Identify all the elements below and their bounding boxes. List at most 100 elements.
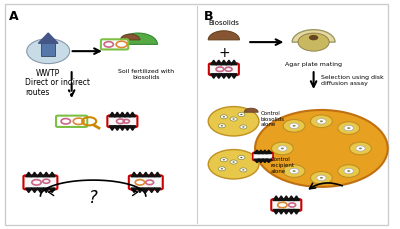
Polygon shape bbox=[283, 196, 290, 200]
Polygon shape bbox=[26, 172, 32, 177]
Polygon shape bbox=[226, 74, 232, 78]
Wedge shape bbox=[208, 31, 240, 40]
Circle shape bbox=[232, 161, 235, 163]
FancyBboxPatch shape bbox=[253, 152, 273, 161]
Polygon shape bbox=[143, 188, 149, 193]
Polygon shape bbox=[154, 188, 161, 193]
FancyBboxPatch shape bbox=[56, 116, 87, 127]
Wedge shape bbox=[292, 30, 335, 42]
Polygon shape bbox=[293, 210, 300, 214]
Circle shape bbox=[272, 142, 293, 155]
Polygon shape bbox=[221, 60, 227, 65]
Polygon shape bbox=[231, 60, 237, 65]
Text: Selection using disk
diffusion assay: Selection using disk diffusion assay bbox=[322, 75, 384, 86]
Text: A: A bbox=[9, 11, 19, 23]
Circle shape bbox=[278, 146, 287, 151]
Circle shape bbox=[208, 106, 259, 136]
Text: +: + bbox=[218, 46, 230, 60]
Bar bbox=[41, 43, 55, 56]
Polygon shape bbox=[283, 210, 290, 214]
Polygon shape bbox=[143, 172, 149, 177]
Circle shape bbox=[242, 169, 244, 171]
Circle shape bbox=[230, 160, 237, 164]
FancyBboxPatch shape bbox=[271, 199, 301, 211]
Circle shape bbox=[240, 125, 247, 129]
Polygon shape bbox=[278, 210, 284, 214]
Circle shape bbox=[310, 172, 332, 184]
Circle shape bbox=[220, 115, 227, 119]
Wedge shape bbox=[120, 34, 140, 40]
Polygon shape bbox=[262, 150, 268, 153]
Circle shape bbox=[290, 123, 299, 128]
Circle shape bbox=[240, 168, 247, 172]
Text: Agar plate mating: Agar plate mating bbox=[285, 63, 342, 68]
Polygon shape bbox=[38, 33, 58, 43]
Text: Direct or indirect
routes: Direct or indirect routes bbox=[25, 78, 90, 97]
Circle shape bbox=[309, 35, 318, 40]
Polygon shape bbox=[37, 172, 44, 177]
Polygon shape bbox=[266, 159, 272, 163]
FancyBboxPatch shape bbox=[107, 115, 137, 127]
Polygon shape bbox=[26, 188, 32, 193]
Circle shape bbox=[356, 146, 365, 151]
Text: ?: ? bbox=[89, 189, 98, 207]
Text: WWTP: WWTP bbox=[36, 69, 60, 78]
Polygon shape bbox=[266, 150, 272, 153]
Polygon shape bbox=[114, 126, 120, 130]
Polygon shape bbox=[273, 210, 279, 214]
Polygon shape bbox=[119, 112, 126, 117]
Polygon shape bbox=[221, 74, 227, 78]
Polygon shape bbox=[278, 196, 284, 200]
Circle shape bbox=[255, 110, 388, 187]
Polygon shape bbox=[32, 188, 38, 193]
Polygon shape bbox=[129, 126, 136, 130]
Polygon shape bbox=[37, 188, 44, 193]
Polygon shape bbox=[49, 188, 55, 193]
Polygon shape bbox=[114, 112, 120, 117]
Circle shape bbox=[221, 168, 223, 169]
Polygon shape bbox=[210, 60, 217, 65]
Circle shape bbox=[230, 117, 237, 121]
Polygon shape bbox=[288, 210, 294, 214]
Circle shape bbox=[232, 118, 235, 120]
Polygon shape bbox=[148, 188, 155, 193]
Polygon shape bbox=[148, 172, 155, 177]
Circle shape bbox=[338, 122, 360, 134]
Polygon shape bbox=[216, 74, 222, 78]
Circle shape bbox=[317, 175, 326, 180]
Text: Control
biosolids
alone: Control biosolids alone bbox=[261, 111, 285, 127]
Circle shape bbox=[298, 33, 329, 51]
Polygon shape bbox=[43, 172, 49, 177]
Circle shape bbox=[359, 147, 362, 149]
Circle shape bbox=[338, 165, 360, 177]
Polygon shape bbox=[258, 150, 264, 153]
Text: Control
recipient
alone: Control recipient alone bbox=[271, 157, 295, 174]
Circle shape bbox=[73, 118, 84, 124]
Polygon shape bbox=[137, 188, 143, 193]
Circle shape bbox=[344, 168, 354, 174]
Circle shape bbox=[278, 202, 287, 208]
Polygon shape bbox=[216, 60, 222, 65]
Circle shape bbox=[347, 170, 350, 172]
Circle shape bbox=[292, 170, 296, 172]
Circle shape bbox=[218, 167, 226, 171]
Wedge shape bbox=[244, 108, 258, 112]
Circle shape bbox=[220, 158, 227, 162]
Polygon shape bbox=[254, 159, 260, 163]
Polygon shape bbox=[226, 60, 232, 65]
Polygon shape bbox=[131, 172, 137, 177]
FancyBboxPatch shape bbox=[24, 175, 57, 189]
Circle shape bbox=[221, 125, 223, 126]
Circle shape bbox=[317, 119, 326, 124]
Text: Biosolids: Biosolids bbox=[208, 20, 239, 26]
FancyBboxPatch shape bbox=[129, 175, 163, 189]
Polygon shape bbox=[293, 196, 300, 200]
Circle shape bbox=[347, 127, 350, 129]
Circle shape bbox=[223, 116, 225, 117]
Circle shape bbox=[290, 168, 299, 174]
FancyBboxPatch shape bbox=[5, 4, 388, 225]
Circle shape bbox=[238, 112, 245, 117]
Circle shape bbox=[292, 125, 296, 127]
Polygon shape bbox=[288, 196, 294, 200]
Polygon shape bbox=[231, 74, 237, 78]
